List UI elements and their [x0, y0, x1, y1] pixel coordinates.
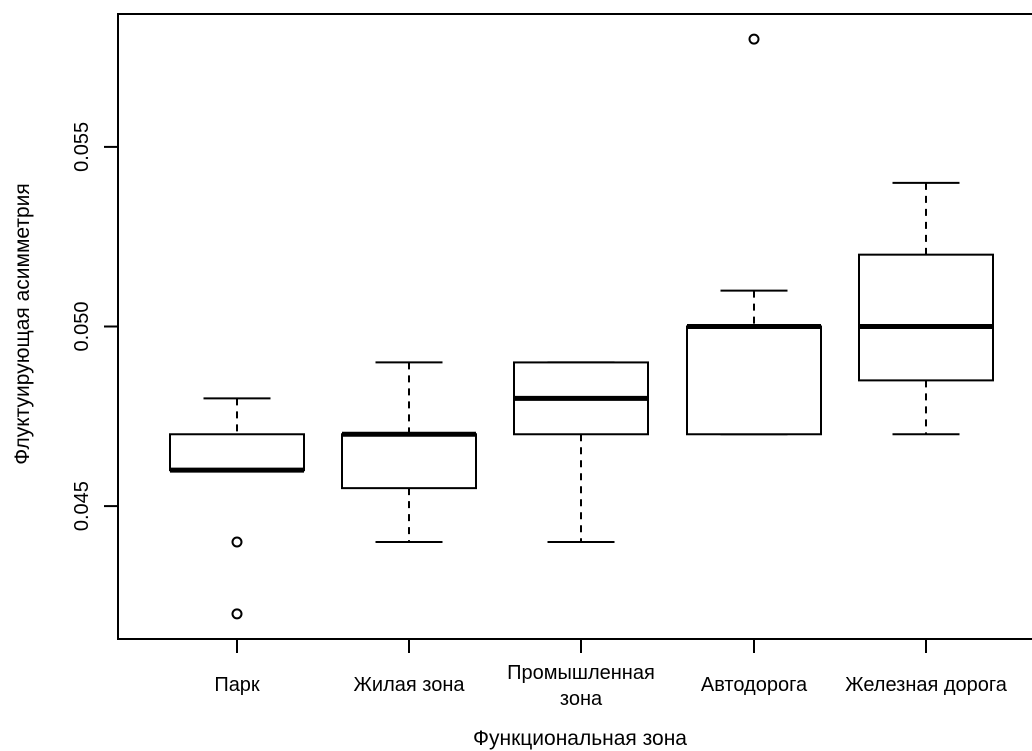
x-tick-label-line: Автодорога	[701, 674, 808, 696]
box-group	[513, 361, 649, 544]
x-tick-label: Промышленная зона	[507, 662, 655, 710]
x-tick-label-line: Железная дорога	[845, 674, 1008, 696]
x-tick-label-line: Промышленная	[507, 662, 655, 684]
x-axis-title: Функциональная зона	[473, 727, 687, 750]
y-tick-label: 0.055	[71, 122, 93, 172]
outlier-point	[748, 33, 760, 45]
box-group	[686, 33, 822, 436]
box-group	[169, 397, 305, 620]
box-group	[858, 181, 994, 436]
x-tick-label: Жилая зона	[353, 674, 465, 696]
outlier-point	[231, 608, 243, 620]
box-iqr	[858, 253, 994, 382]
x-tick-label-line: Парк	[214, 674, 260, 696]
boxes-layer	[169, 33, 994, 620]
y-tick-label: 0.050	[71, 301, 93, 351]
box-group	[341, 361, 477, 544]
y-axis: 0.045 0.050 0.055	[71, 122, 118, 531]
box-iqr	[686, 325, 822, 436]
x-axis: Парк Жилая зона Промышленная зона Автодорога…	[214, 639, 1008, 710]
y-axis-title: Флуктуирующая асимметрия	[11, 183, 34, 465]
box-iqr	[169, 433, 305, 472]
x-tick-label: Железная дорога	[845, 674, 1008, 696]
x-tick-label: Парк	[214, 674, 260, 696]
y-tick-label: 0.045	[71, 481, 93, 531]
box-iqr	[341, 433, 477, 490]
x-tick-label: Автодорога	[701, 674, 808, 696]
outlier-point	[231, 536, 243, 548]
x-tick-label-line: Жилая зона	[353, 674, 465, 696]
x-tick-label-line: зона	[560, 688, 603, 710]
